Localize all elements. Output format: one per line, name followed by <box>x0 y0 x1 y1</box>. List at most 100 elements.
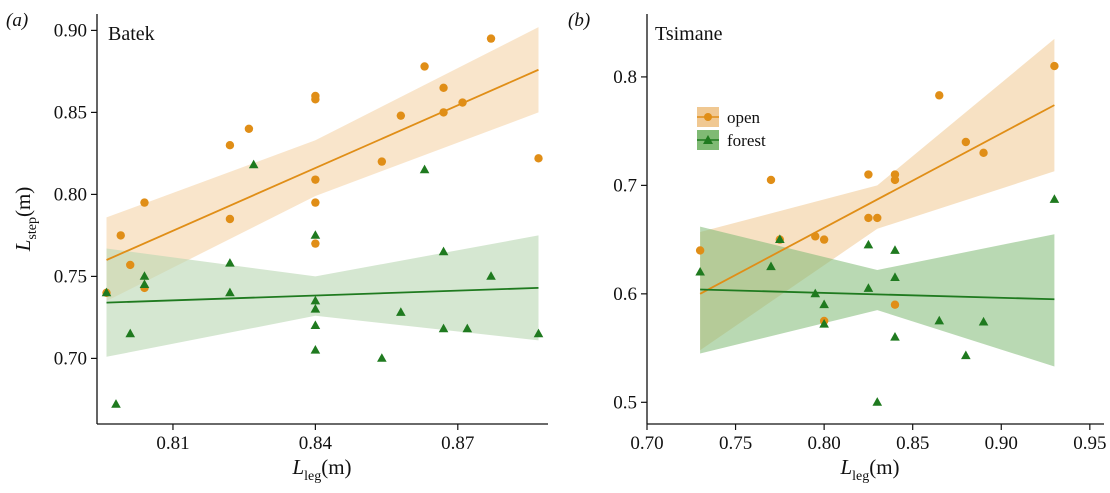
data-point-open <box>819 235 829 244</box>
panel-title: Tsimane <box>655 23 723 45</box>
panel-letter-b: (b) <box>568 10 590 31</box>
panel-tsimane: (b) 0.70 0.75 0.80 0.85 0.90 0.95 0.5 0.6 0.7 0.8… <box>568 10 1106 484</box>
legend-marker-open <box>704 113 712 121</box>
data-point-forest <box>310 304 321 313</box>
data-point-open <box>811 232 820 241</box>
x-tick-label: 0.84 <box>299 433 333 454</box>
fit-line-forest <box>700 288 1055 301</box>
data-point-open <box>439 83 448 93</box>
data-point-forest <box>462 323 473 333</box>
data-point-open <box>695 246 705 255</box>
data-point-forest <box>419 164 430 174</box>
fit-line-open <box>106 68 539 261</box>
data-point-open <box>311 198 320 207</box>
data-point-open <box>225 141 235 150</box>
x-tick-label: 0.75 <box>719 433 752 454</box>
data-point-forest <box>310 295 321 305</box>
data-point-forest <box>438 323 449 333</box>
x-tick-label: 0.90 <box>985 433 1018 454</box>
data-point-open <box>890 300 900 309</box>
data-point-forest <box>310 230 321 239</box>
data-point-forest <box>225 258 235 267</box>
x-tick-label: 0.70 <box>630 433 663 454</box>
data-point-forest <box>139 271 150 280</box>
data-point-forest <box>486 271 496 280</box>
data-point-open <box>935 91 944 100</box>
data-point-forest <box>1049 194 1060 203</box>
data-point-open <box>311 175 320 184</box>
data-point-open <box>864 213 873 223</box>
legend-label-forest: forest <box>727 131 766 150</box>
data-point-open <box>126 260 135 270</box>
fit-line-open <box>699 104 1055 295</box>
y-tick-label: 0.80 <box>54 184 87 205</box>
data-point-forest <box>775 234 785 244</box>
legend-label-open: open <box>727 108 761 127</box>
data-point-open <box>534 154 543 163</box>
data-point-open <box>486 34 496 43</box>
y-tick-label: 0.7 <box>613 175 637 196</box>
confidence-band-forest <box>700 226 1055 367</box>
y-tick-label: 0.8 <box>613 67 637 88</box>
data-point-forest <box>819 299 829 309</box>
x-tick-label: 0.87 <box>441 433 474 454</box>
data-point-forest <box>125 328 136 338</box>
y-axis-label: Lstep(m) <box>11 187 40 253</box>
data-point-forest <box>396 307 406 316</box>
data-point-forest <box>533 328 544 338</box>
data-point-open <box>225 214 235 224</box>
data-point-forest <box>890 272 900 281</box>
data-point-open <box>890 175 900 185</box>
panel-letter-a: (a) <box>6 10 28 31</box>
x-axis-label: Lleg(m) <box>839 455 899 484</box>
data-point-open <box>396 111 406 120</box>
data-point-forest <box>139 279 150 288</box>
y-tick-label: 0.90 <box>54 20 87 41</box>
y-tick-label: 0.70 <box>54 348 87 369</box>
legend-marker-forest <box>703 135 713 144</box>
data-point-open <box>1050 61 1059 71</box>
data-point-forest <box>890 332 900 341</box>
x-tick-label: 0.95 <box>1073 433 1106 454</box>
data-point-open <box>961 137 971 147</box>
x-tick-label: 0.80 <box>808 433 841 454</box>
data-point-forest <box>961 350 971 360</box>
data-point-open <box>766 175 776 185</box>
data-point-open <box>140 198 149 207</box>
data-point-open <box>439 108 448 117</box>
legend: open forest <box>697 107 766 150</box>
data-point-open <box>244 124 254 133</box>
data-point-open <box>377 157 387 166</box>
data-point-open <box>311 95 320 104</box>
data-point-open <box>116 231 125 240</box>
y-tick-label: 0.5 <box>613 392 637 413</box>
y-tick-label: 0.75 <box>54 266 87 287</box>
data-point-forest <box>225 287 235 297</box>
data-point-forest <box>695 266 705 276</box>
data-point-forest <box>810 288 821 298</box>
fit-line-forest <box>106 286 539 304</box>
data-point-forest <box>310 345 321 354</box>
panel-batek: (a) 0.81 0.84 0.87 0.70 0.75 0.80 0.85 0.90 Bat… <box>6 10 548 484</box>
data-point-forest <box>863 239 874 249</box>
data-point-forest <box>872 397 883 406</box>
y-tick-label: 0.85 <box>54 102 87 123</box>
panel-title: Batek <box>108 23 155 45</box>
data-point-forest <box>890 245 900 254</box>
x-tick-label: 0.81 <box>156 433 189 454</box>
data-point-open <box>873 213 882 223</box>
data-point-forest <box>111 399 121 408</box>
data-point-forest <box>310 320 321 329</box>
data-point-forest <box>934 315 945 325</box>
y-tick-label: 0.6 <box>613 284 637 305</box>
data-point-forest <box>438 246 449 256</box>
data-point-forest <box>101 287 112 297</box>
data-point-open <box>458 98 467 107</box>
data-point-forest <box>863 283 874 292</box>
x-axis-label: Lleg(m) <box>291 455 351 484</box>
x-tick-label: 0.85 <box>896 433 929 454</box>
data-point-forest <box>248 159 259 169</box>
data-point-forest <box>978 316 989 326</box>
data-point-open <box>311 239 320 248</box>
